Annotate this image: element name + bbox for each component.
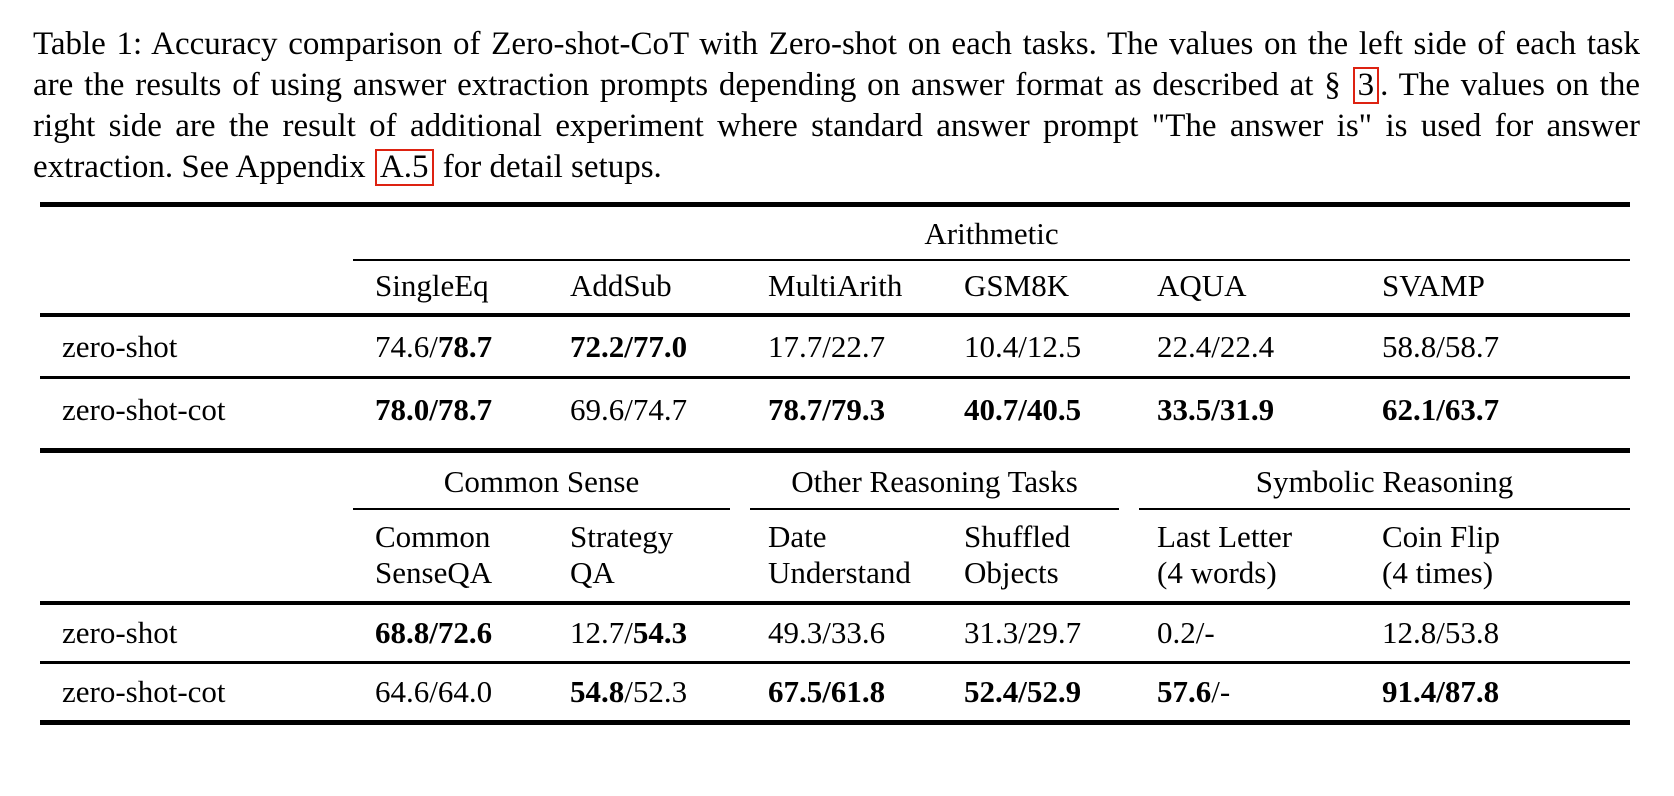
bold-score: 72.2/77.0 <box>570 329 688 364</box>
score-cell: 74.6/78.7 <box>375 329 493 364</box>
score-cell: 62.1/63.7 <box>1360 376 1631 451</box>
score-cell: 40.7/40.5 <box>942 376 1135 451</box>
bold-score: 78.7 <box>437 329 493 364</box>
group-header-label: Common Sense <box>353 453 730 510</box>
data-row: zero-shot-cot 78.0/78.7 69.6/74.7 78.7/79.3… <box>40 376 1631 451</box>
row-label-stub <box>40 205 353 262</box>
group-header-cell: Symbolic Reasoning <box>1135 448 1631 510</box>
column-header-row: Common SenseQA Strategy QA Date Understand Shu… <box>40 510 1631 605</box>
column-header-cell: SVAMP <box>1360 261 1631 317</box>
score-cell: 10.4/12.5 <box>964 329 1082 364</box>
score-cell: 78.0/78.7 <box>353 376 548 451</box>
column-header-cell: Date Understand <box>746 510 942 605</box>
bold-score: 52.4/52.9 <box>964 674 1082 709</box>
caption-ref-link[interactable]: 3 <box>1352 67 1380 104</box>
column-header-cell: GSM8K <box>942 261 1135 317</box>
bold-score: 78.7/79.3 <box>768 392 886 427</box>
score-cell: 68.8/72.6 <box>353 603 548 663</box>
bold-score: 57.6 <box>1157 674 1212 709</box>
bold-score: 91.4/87.8 <box>1382 674 1500 709</box>
bold-score: 78.0/78.7 <box>375 392 493 427</box>
row-label-cell: zero-shot <box>62 615 178 650</box>
bold-score: 68.8/72.6 <box>375 615 493 650</box>
score-cell: 49.3/33.6 <box>768 615 886 650</box>
table-caption: Table 1: Accuracy comparison of Zero-sho… <box>33 24 1640 188</box>
column-header-cell: Last Letter (4 words) <box>1135 510 1360 605</box>
bold-score: 62.1/63.7 <box>1382 392 1500 427</box>
score-cell: 54.8/52.3 <box>548 661 746 723</box>
score-cell: 57.6/- <box>1135 661 1360 723</box>
column-header-cell: MultiArith <box>746 261 942 317</box>
group-header-cell: Other Reasoning Tasks <box>746 448 1135 510</box>
caption-text: Table 1: Accuracy comparison of Zero-sho… <box>33 26 1640 103</box>
row-label-cell: zero-shot-cot <box>40 661 353 723</box>
column-header-cell: SingleEq <box>353 261 548 317</box>
bold-score: 33.5/31.9 <box>1157 392 1275 427</box>
row-label-cell: zero-shot-cot <box>40 376 353 451</box>
score-cell: 17.7/22.7 <box>768 329 886 364</box>
score-cell: 12.8/53.8 <box>1382 615 1500 650</box>
data-row: zero-shot 74.6/78.7 72.2/77.0 17.7/22.7 10.4… <box>40 315 1630 378</box>
row-label-cell: zero-shot <box>62 329 178 364</box>
row-label-stub <box>40 261 353 317</box>
row-label-stub <box>40 510 353 605</box>
score-cell: 72.2/77.0 <box>548 315 746 378</box>
group-header-label: Arithmetic <box>353 207 1631 261</box>
bold-score: 54.8 <box>570 674 625 709</box>
group-header-cell: Arithmetic <box>353 205 1631 261</box>
score-cell: 0.2/- <box>1157 615 1215 650</box>
group-header-label: Other Reasoning Tasks <box>750 453 1119 510</box>
score-cell: 31.3/29.7 <box>964 615 1082 650</box>
row-label-stub <box>40 448 353 510</box>
score-cell: 78.7/79.3 <box>746 376 942 451</box>
column-header-cell: AQUA <box>1135 261 1360 317</box>
bold-score: 54.3 <box>632 615 688 650</box>
score-cell: 33.5/31.9 <box>1135 376 1360 451</box>
score-cell: 58.8/58.7 <box>1382 329 1500 364</box>
data-row: zero-shot 68.8/72.6 12.7/54.3 49.3/33.6 31.3… <box>40 603 1630 663</box>
caption-text: . The values on the right side are the r… <box>33 67 1640 185</box>
data-row: zero-shot-cot 64.6/64.0 54.8/52.3 67.5/61.8… <box>40 661 1631 723</box>
results-table-body: Arithmetic SingleEq AddSub MultiArith GSM8K A… <box>40 205 1631 723</box>
column-header-cell: Coin Flip (4 times) <box>1360 510 1631 605</box>
bold-score: 40.7/40.5 <box>964 392 1082 427</box>
column-header-row: SingleEq AddSub MultiArith GSM8K AQUA SVAMP <box>40 261 1631 317</box>
paper-page: Table 1: Accuracy comparison of Zero-sho… <box>0 24 1674 725</box>
group-header-row: Arithmetic <box>40 205 1631 262</box>
score-cell: 91.4/87.8 <box>1360 661 1631 723</box>
column-header-cell: Shuffled Objects <box>942 510 1135 605</box>
column-header-cell: AddSub <box>548 261 746 317</box>
score-cell: 67.5/61.8 <box>746 661 942 723</box>
score-cell: 52.4/52.9 <box>942 661 1135 723</box>
caption-text: for detail setups. <box>434 149 662 185</box>
results-table: Arithmetic SingleEq AddSub MultiArith GSM8K A… <box>40 202 1631 725</box>
score-cell: 12.7/54.3 <box>570 615 688 650</box>
score-cell: 22.4/22.4 <box>1157 329 1275 364</box>
group-header-row: Common Sense Other Reasoning Tasks Symboli… <box>40 448 1631 510</box>
group-header-cell: Common Sense <box>353 448 746 510</box>
column-header-cell: Strategy QA <box>548 510 746 605</box>
caption-ref-link[interactable]: A.5 <box>374 149 434 186</box>
score-cell: 69.6/74.7 <box>548 376 746 451</box>
column-header-cell: Common SenseQA <box>353 510 548 605</box>
score-cell: 64.6/64.0 <box>353 661 548 723</box>
bold-score: 67.5/61.8 <box>768 674 886 709</box>
group-header-label: Symbolic Reasoning <box>1139 453 1631 510</box>
